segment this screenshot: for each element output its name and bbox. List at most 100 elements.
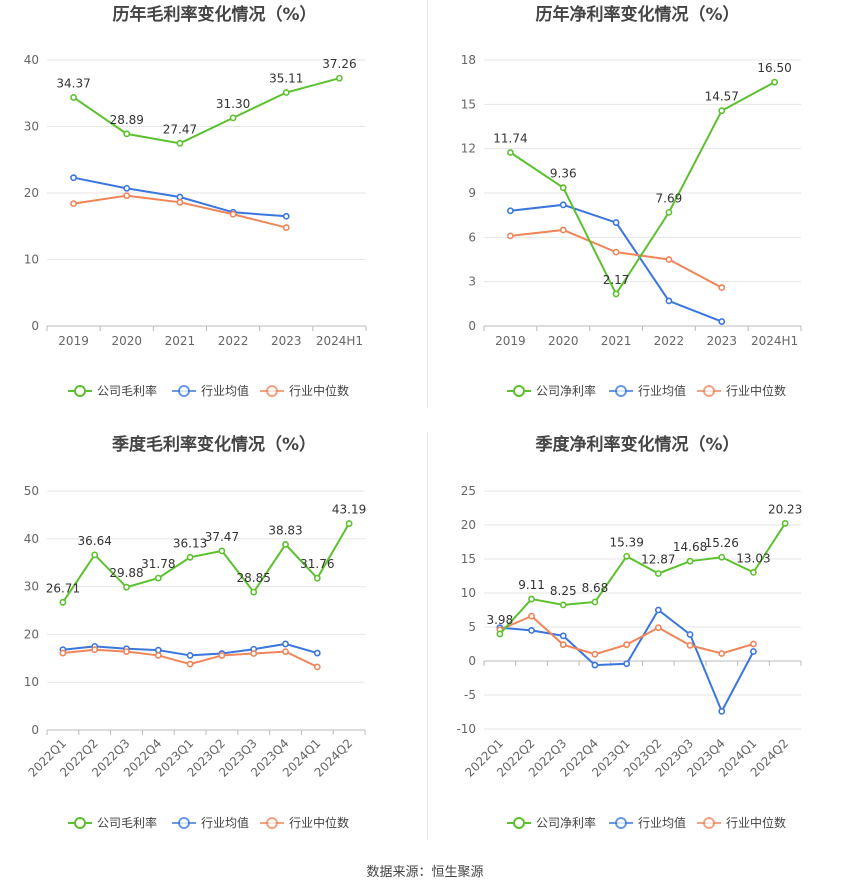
data-point-company [186,553,194,561]
data-point-industry_median [186,660,194,668]
series-line-company [499,522,786,635]
chart-title: 季度毛利率变化情况（%） [112,434,316,455]
data-point-company [771,78,778,86]
y-tick-label: -5 [464,688,476,702]
plot-group: 季度毛利率变化情况（%）010203040502022Q12022Q22022Q… [24,434,367,830]
data-point-company [336,74,343,82]
y-tick-label: 5 [468,620,476,634]
data-point-company [91,551,99,559]
data-point-industry_median [91,646,99,654]
data-label: 8.25 [550,584,577,598]
data-point-company [229,114,237,122]
data-point-company [781,520,789,527]
legend-swatch-marker [615,385,627,397]
data-label: 15.39 [609,535,643,549]
data-point-company [496,630,504,638]
data-point-company [559,601,567,609]
data-label: 3.98 [486,613,513,627]
legend-swatch-marker [266,385,278,397]
chart-title: 历年毛利率变化情况（%） [112,4,316,25]
data-point-industry_median [176,198,184,206]
data-label: 9.36 [550,167,577,181]
data-point-industry_avg [559,632,567,640]
x-tick-label: 2023 [271,334,302,348]
data-point-industry_avg [654,606,662,614]
data-point-industry_median [313,663,321,671]
legend-swatch-marker [703,385,715,397]
data-point-industry_median [123,648,130,656]
x-tick-label: 2022 [218,334,249,348]
data-point-industry_avg [559,201,567,209]
data-label: 31.78 [141,557,175,571]
legend-label: 公司净利率 [536,815,596,830]
data-label: 28.89 [110,113,144,127]
data-point-company [282,540,289,548]
y-tick-label: 6 [468,230,476,244]
data-point-company [591,598,599,606]
data-point-industry_avg [154,646,162,654]
x-tick-label: 2021 [601,334,632,348]
y-tick-label: -10 [456,722,476,736]
data-label: 35.11 [269,72,303,86]
data-label: 12.87 [641,552,675,566]
y-tick-label: 30 [24,580,39,594]
data-point-industry_avg [528,627,535,634]
series-line-industry_median [499,614,754,656]
legend-swatch-marker [178,385,190,397]
data-point-industry_avg [70,174,77,182]
data-point-industry_median [154,652,162,659]
y-tick-label: 30 [24,120,39,134]
chart-panel-annual-gross-margin: 历年毛利率变化情况（%） 0 10 20 30 40 2019 2020 2021 2022 202… [0,0,425,430]
legend-swatch-marker [703,817,715,829]
legend-label: 公司毛利率 [97,815,157,830]
y-tick-label: 20 [461,518,476,532]
data-label: 31.30 [216,97,250,111]
data-point-industry_avg [623,660,631,668]
y-tick-label: 0 [31,319,39,333]
data-point-industry_median [612,248,620,256]
x-tick-label: 2020 [548,334,579,348]
y-tick-label: 9 [468,186,476,200]
data-point-company [154,574,162,582]
data-point-industry_avg [665,297,673,305]
data-label: 8.68 [582,581,609,595]
legend-swatch-marker [615,817,627,829]
y-tick-label: 50 [24,484,39,498]
data-point-industry_median [686,641,694,649]
data-point-industry_median [623,641,631,649]
data-point-industry_avg [718,707,726,715]
data-point-company [528,595,535,603]
x-tick-label: 2024H1 [751,334,798,348]
data-point-industry_median [750,640,757,648]
data-point-company [665,208,673,216]
data-label: 14.68 [673,540,707,554]
y-tick-label: 0 [468,319,476,333]
data-label: 20.23 [768,502,802,516]
data-source-label: 数据来源：恒生聚源 [366,865,484,880]
data-label: 13.03 [736,551,770,565]
data-point-company [718,553,726,561]
legend-label: 公司净利率 [536,383,596,398]
data-point-industry_median [282,224,290,231]
data-point-industry_median [591,650,599,658]
chart-panel-quarterly-gross-margin: 季度毛利率变化情况（%） 0 10 20 30 40 50 2022Q1 2022Q2 2022Q… [0,430,425,860]
data-label: 28.85 [237,571,271,585]
panel-divider [427,0,428,408]
data-point-company [176,139,184,147]
chart-svg: 季度净利率变化情况（%）-10-505101520252022Q12022Q22… [456,434,802,830]
y-tick-label: 12 [461,142,476,156]
legend-swatch-marker [513,385,525,397]
data-label: 31.76 [300,557,334,571]
legend-swatch-marker [74,385,86,397]
data-label: 37.26 [322,57,356,71]
legend-label: 行业中位数 [726,383,786,398]
data-point-company [282,89,290,96]
legend-label: 行业中位数 [289,815,349,830]
chart-panel-annual-net-margin: 历年净利率变化情况（%） 0 3 6 9 12 15 18 2019 2020 2021 2022 20… [425,0,850,430]
chart-svg: 历年毛利率变化情况（%） 0 10 20 30 40 2019 2020 2021 2022 202… [24,4,367,398]
data-point-industry_median [718,650,726,657]
data-point-industry_median [528,612,535,620]
legend-label: 行业均值 [638,815,686,830]
y-tick-label: 3 [468,275,476,289]
data-label: 26.71 [46,581,80,595]
